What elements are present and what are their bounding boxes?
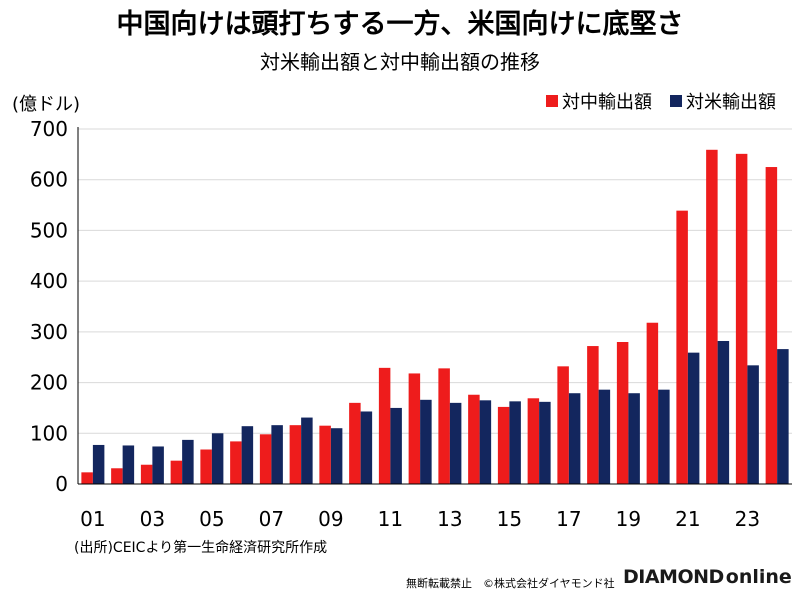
bar-china-18 (587, 346, 599, 484)
bar-us-18 (598, 389, 611, 484)
x-tick-label-19: 19 (616, 507, 641, 531)
legend-item-us: 対米輸出額 (670, 88, 776, 114)
bar-us-20 (658, 389, 670, 484)
bar-us-23 (747, 365, 759, 484)
bar-china-12 (408, 373, 421, 484)
bar-china-16 (527, 398, 540, 484)
bar-china-01 (81, 472, 93, 484)
y-tick-label-100: 100 (30, 421, 68, 445)
bar-us-02 (122, 445, 135, 484)
x-tick-label-23: 23 (735, 507, 760, 531)
y-tick-label-300: 300 (30, 320, 68, 344)
bar-us-19 (628, 393, 640, 484)
bar-us-01 (92, 444, 105, 484)
logo-bold-text: DIAMOND (623, 566, 724, 588)
x-tick-label-05: 05 (199, 507, 224, 531)
copyright-note: 無断転載禁止 ©株式会社ダイヤモンド社 (406, 577, 615, 590)
x-tick-label-21: 21 (675, 507, 700, 531)
x-tick-label-07: 07 (259, 507, 284, 531)
bar-us-14 (479, 400, 492, 484)
bar-us-11 (390, 407, 402, 484)
bar-china-11 (378, 367, 391, 484)
bar-us-24 (777, 349, 789, 484)
x-tick-label-13: 13 (437, 507, 462, 531)
bar-china-14 (468, 394, 480, 484)
y-tick-label-400: 400 (30, 269, 68, 293)
bar-us-05 (211, 433, 224, 484)
y-tick-label-0: 0 (55, 472, 68, 496)
bar-china-22 (706, 149, 718, 485)
bar-us-15 (509, 401, 521, 484)
x-tick-label-03: 03 (140, 507, 165, 531)
bar-us-16 (539, 401, 551, 484)
legend-swatch-china (546, 95, 558, 107)
x-tick-label-17: 17 (556, 507, 581, 531)
bar-china-13 (438, 368, 450, 484)
bar-china-10 (349, 402, 361, 484)
x-tick-label-11: 11 (378, 507, 403, 531)
bar-china-02 (111, 468, 123, 484)
chart-title: 中国向けは頭打ちする一方、米国向けに底堅さ (116, 9, 684, 40)
bar-us-07 (271, 425, 283, 484)
bar-china-24 (765, 167, 778, 485)
bar-us-17 (568, 393, 581, 484)
bar-us-12 (420, 399, 432, 484)
legend-label-china: 対中輸出額 (562, 92, 652, 113)
chart-subtitle: 対米輸出額と対中輸出額の推移 (260, 50, 540, 74)
bar-china-03 (140, 464, 153, 484)
legend-label-us: 対米輸出額 (686, 92, 776, 113)
logo-light-text: online (725, 566, 792, 588)
bar-china-05 (200, 449, 212, 484)
bar-us-03 (152, 446, 164, 484)
source-note: (出所)CEICより第一生命経済研究所作成 (74, 540, 328, 556)
diamond-online-logo: DIAMOND online (623, 566, 792, 588)
bar-china-09 (319, 425, 331, 484)
bar-china-07 (259, 434, 272, 484)
legend-item-china: 対中輸出額 (546, 88, 652, 114)
legend-swatch-us (670, 95, 682, 107)
bar-china-08 (289, 425, 302, 484)
bar-us-13 (449, 402, 462, 484)
bar-china-15 (497, 406, 510, 484)
bar-us-06 (241, 426, 254, 484)
bar-china-06 (230, 441, 242, 484)
y-tick-label-700: 700 (30, 117, 68, 141)
bar-china-17 (557, 366, 569, 484)
bar-china-19 (616, 342, 629, 484)
y-tick-label-200: 200 (30, 371, 68, 395)
bar-china-20 (646, 322, 659, 484)
y-axis-unit-label: (億ドル) (12, 94, 81, 115)
x-tick-label-15: 15 (497, 507, 522, 531)
legend: 対中輸出額 対米輸出額 (528, 88, 776, 114)
y-tick-label-600: 600 (30, 168, 68, 192)
bar-us-10 (360, 411, 373, 484)
bar-china-21 (676, 210, 688, 484)
bar-us-09 (330, 428, 343, 484)
bar-us-22 (717, 340, 730, 484)
bar-china-04 (170, 460, 183, 484)
bar-us-21 (687, 352, 700, 484)
bar-us-08 (301, 417, 313, 484)
bar-us-04 (182, 439, 194, 484)
x-tick-label-01: 01 (80, 507, 105, 531)
bar-china-23 (735, 153, 748, 484)
y-tick-label-500: 500 (30, 218, 68, 242)
x-tick-label-09: 09 (318, 507, 343, 531)
